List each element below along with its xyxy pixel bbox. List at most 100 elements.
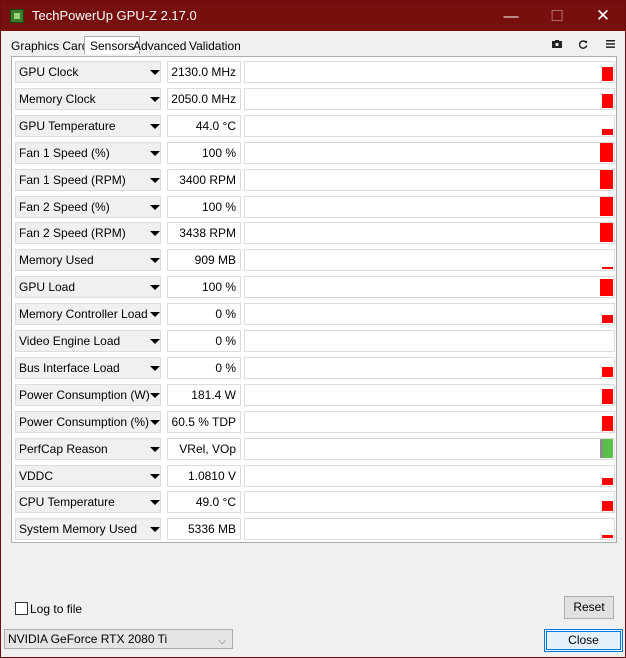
reset-button[interactable]: Reset: [564, 596, 614, 619]
sensor-name-dropdown[interactable]: Power Consumption (%): [15, 410, 161, 433]
dropdown-arrow-icon: [150, 285, 160, 291]
sensor-value: 2050.0 MHz: [167, 87, 241, 110]
gpu-select-value: NVIDIA GeForce RTX 2080 Ti: [8, 632, 168, 646]
sensor-row: Memory Controller Load 0 %: [15, 303, 615, 326]
sensor-graph: [244, 464, 615, 487]
sensor-graph-bar: [602, 501, 613, 512]
sensor-value: VRel, VOp: [167, 437, 241, 460]
sensor-name-dropdown[interactable]: Fan 1 Speed (%): [15, 141, 161, 164]
sensor-graph: [244, 61, 615, 83]
dropdown-arrow-icon: [150, 70, 160, 75]
sensor-name-dropdown[interactable]: VDDC: [15, 464, 161, 487]
title-bar[interactable]: TechPowerUp GPU-Z 2.17.0 — ☐ ✕: [1, 1, 625, 31]
tab-advanced[interactable]: Advanced: [133, 39, 187, 53]
sensor-name-dropdown[interactable]: Video Engine Load: [15, 330, 161, 352]
sensor-graph-bar: [600, 223, 613, 243]
tab-strip: Graphics Card Sensors Advanced Validatio…: [4, 36, 624, 54]
dropdown-arrow-icon: [150, 150, 160, 156]
sensor-value: 100 %: [167, 276, 241, 299]
sensor-name-label: Fan 2 Speed (%): [19, 199, 110, 214]
log-to-file-checkbox[interactable]: [15, 602, 28, 615]
sensor-row: Fan 1 Speed (RPM) 3400 RPM: [15, 168, 615, 191]
maximize-button[interactable]: ☐: [550, 8, 564, 25]
sensor-row: Memory Used 909 MB: [15, 249, 615, 272]
sensor-name-dropdown[interactable]: GPU Temperature: [15, 114, 161, 137]
sensor-name-label: Memory Controller Load: [19, 307, 148, 322]
sensor-name-label: Memory Used: [19, 253, 94, 268]
sensor-name-label: Fan 1 Speed (RPM): [19, 172, 126, 187]
tab-validation[interactable]: Validation: [189, 39, 241, 53]
sensor-name-label: GPU Temperature: [19, 118, 116, 133]
sensor-name-dropdown[interactable]: Fan 2 Speed (%): [15, 195, 161, 218]
sensor-graph: [244, 249, 615, 272]
dropdown-arrow-icon: [150, 312, 160, 318]
sensor-name-label: Power Consumption (%): [19, 414, 150, 429]
sensor-name-label: CPU Temperature: [19, 495, 115, 510]
window-close-button[interactable]: ✕: [595, 6, 611, 25]
sensor-graph: [244, 114, 615, 137]
sensor-graph: [244, 303, 615, 326]
sensor-name-label: PerfCap Reason: [19, 441, 108, 456]
sensor-row: Bus Interface Load 0 %: [15, 356, 615, 379]
gpu-select-dropdown[interactable]: NVIDIA GeForce RTX 2080 Ti ⌵: [4, 629, 233, 649]
sensor-value: 100 %: [167, 141, 241, 164]
sensor-row: Power Consumption (W) 181.4 W: [15, 383, 615, 406]
sensor-name-dropdown[interactable]: Power Consumption (W): [15, 383, 161, 406]
sensor-graph: [244, 168, 615, 191]
sensor-name-dropdown[interactable]: Fan 1 Speed (RPM): [15, 168, 161, 191]
sensor-name-dropdown[interactable]: Fan 2 Speed (RPM): [15, 222, 161, 245]
dropdown-arrow-icon: [150, 473, 160, 479]
sensor-graph: [244, 383, 615, 406]
sensor-value: 60.5 % TDP: [167, 410, 241, 433]
dropdown-arrow-icon: [150, 500, 160, 506]
sensor-name-dropdown[interactable]: Memory Used: [15, 249, 161, 272]
sensor-row: Video Engine Load 0 %: [15, 330, 615, 352]
sensor-graph-bar: [600, 169, 613, 189]
sensor-name-dropdown[interactable]: PerfCap Reason: [15, 437, 161, 460]
chevron-down-icon: ⌵: [218, 636, 226, 647]
sensor-row: PerfCap Reason VRel, VOp: [15, 437, 615, 460]
sensor-value: 44.0 °C: [167, 114, 241, 137]
sensor-graph-bar: [602, 93, 613, 108]
sensor-name-dropdown[interactable]: GPU Clock: [15, 61, 161, 83]
sensor-name-label: Memory Clock: [19, 91, 96, 106]
sensor-name-dropdown[interactable]: Bus Interface Load: [15, 356, 161, 379]
sensor-name-label: GPU Load: [19, 280, 76, 295]
gpuz-app-icon: [10, 9, 24, 23]
sensor-graph: [244, 437, 615, 460]
sensor-name-dropdown[interactable]: Memory Clock: [15, 87, 161, 110]
refresh-icon[interactable]: [576, 38, 590, 50]
minimize-button[interactable]: —: [503, 7, 519, 25]
sensor-graph-bar: [602, 477, 613, 485]
sensor-name-dropdown[interactable]: GPU Load: [15, 276, 161, 299]
window-title: TechPowerUp GPU-Z 2.17.0: [32, 8, 197, 23]
tab-sensors[interactable]: Sensors: [84, 36, 141, 54]
close-button[interactable]: Close: [544, 629, 623, 652]
menu-icon[interactable]: [603, 38, 617, 50]
sensor-graph-bar: [600, 438, 603, 458]
dropdown-arrow-icon: [150, 258, 160, 264]
sensor-value: 1.0810 V: [167, 464, 241, 487]
sensor-graph-bar: [602, 67, 613, 81]
sensor-graph: [244, 330, 615, 352]
sensor-graph: [244, 410, 615, 433]
dropdown-arrow-icon: [150, 392, 160, 398]
sensor-value: 909 MB: [167, 249, 241, 272]
sensor-row: Fan 2 Speed (%) 100 %: [15, 195, 615, 218]
sensor-name-label: Video Engine Load: [19, 334, 121, 348]
sensor-graph-bar: [602, 388, 613, 404]
sensor-name-label: System Memory Used: [19, 522, 138, 537]
sensor-graph: [244, 87, 615, 110]
sensor-value: 5336 MB: [167, 518, 241, 541]
sensor-name-dropdown[interactable]: Memory Controller Load: [15, 303, 161, 326]
camera-icon[interactable]: [550, 38, 564, 50]
log-to-file-label[interactable]: Log to file: [30, 602, 83, 616]
sensor-name-label: GPU Clock: [19, 65, 79, 79]
sensor-name-dropdown[interactable]: System Memory Used: [15, 518, 161, 541]
sensor-name-dropdown[interactable]: CPU Temperature: [15, 491, 161, 514]
sensor-graph-bar: [602, 366, 613, 377]
sensor-name-label: Bus Interface Load: [19, 360, 120, 375]
tab-graphics-card[interactable]: Graphics Card: [11, 39, 89, 53]
sensor-value: 0 %: [167, 303, 241, 326]
